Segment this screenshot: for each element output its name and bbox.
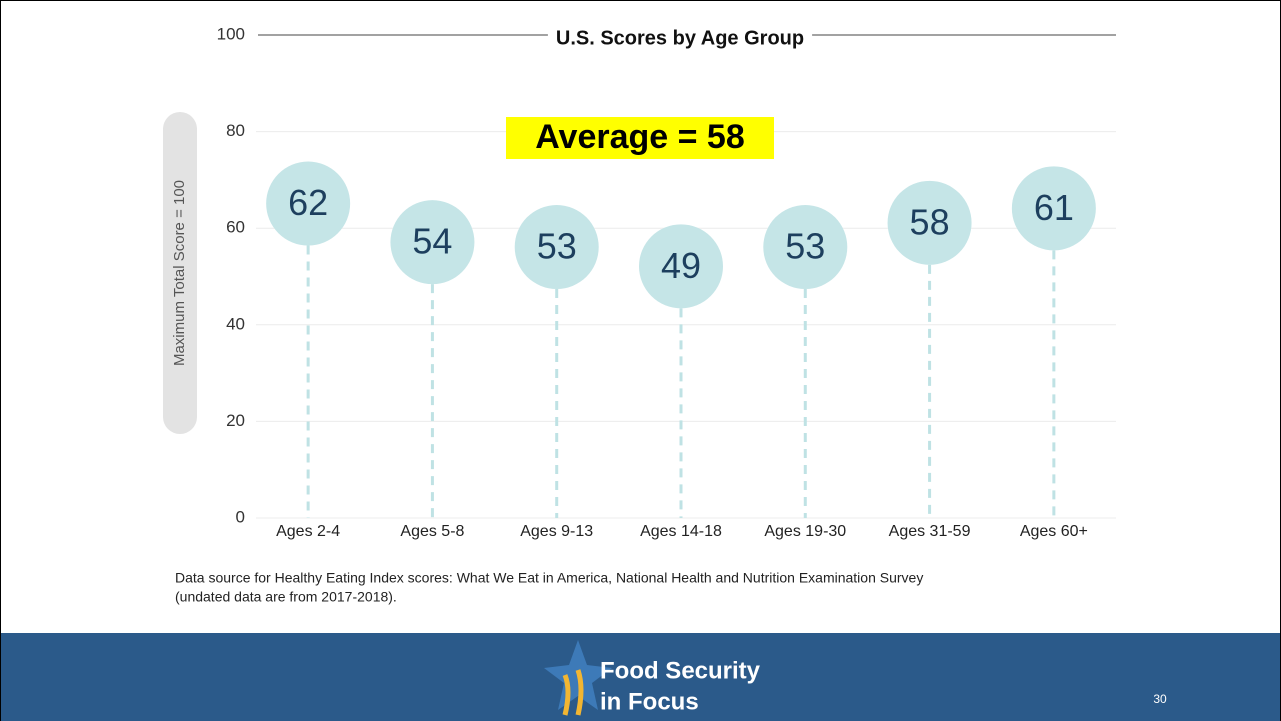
bubble — [266, 161, 351, 246]
value-label: 58 — [910, 201, 950, 242]
footer-band — [1, 633, 1280, 721]
bubble — [887, 180, 972, 265]
y-tick-label: 100 — [217, 24, 245, 43]
x-tick-label: Ages 31-59 — [889, 523, 971, 540]
logo-icon — [544, 640, 612, 716]
bubble — [639, 224, 723, 309]
source-note: (undated data are from 2017-2018). — [175, 589, 397, 605]
annotation-highlight — [506, 117, 774, 159]
value-label: 62 — [288, 182, 328, 223]
x-tick-label: Ages 60+ — [1020, 523, 1088, 540]
y-tick-label: 20 — [226, 411, 245, 430]
title-background — [547, 27, 813, 50]
y-tick-label: 0 — [236, 507, 245, 526]
logo-text: in Focus — [600, 688, 699, 715]
bubble — [1011, 166, 1096, 251]
value-label: 54 — [412, 221, 452, 262]
value-label: 53 — [537, 226, 577, 267]
x-tick-label: Ages 9-13 — [520, 523, 593, 540]
x-tick-label: Ages 2-4 — [276, 523, 340, 540]
logo-text: Food Security — [600, 657, 761, 684]
page-number: 30 — [1153, 692, 1167, 706]
value-label: 61 — [1034, 187, 1074, 228]
annotation: Average = 58 — [535, 118, 745, 156]
y-tick-label: 60 — [226, 218, 245, 237]
bubble — [390, 200, 475, 285]
value-label: 49 — [661, 245, 701, 286]
x-tick-label: Ages 19-30 — [764, 523, 846, 540]
chart-title: U.S. Scores by Age Group — [556, 27, 804, 49]
y-tick-label: 40 — [226, 314, 245, 333]
y-tick-label: 80 — [226, 121, 245, 140]
bubble — [763, 205, 848, 290]
source-note: Data source for Healthy Eating Index sco… — [175, 570, 923, 586]
bubble — [514, 205, 599, 290]
y-label-pill — [163, 112, 197, 434]
x-tick-label: Ages 14-18 — [640, 523, 722, 540]
value-label: 53 — [785, 226, 825, 267]
x-tick-label: Ages 5-8 — [400, 523, 464, 540]
y-axis-label: Maximum Total Score = 100 — [171, 180, 188, 366]
